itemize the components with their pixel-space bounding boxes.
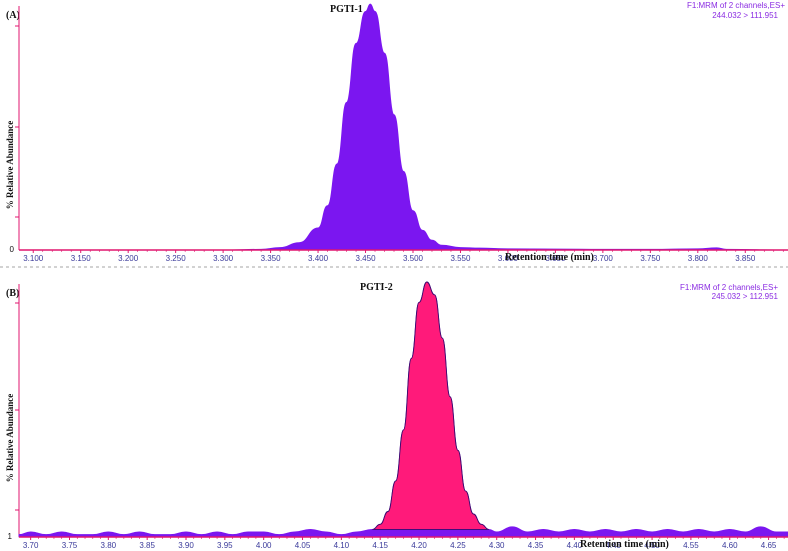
x-tick-label: 4.40 [567, 541, 583, 550]
x-tick-label: 4.30 [489, 541, 505, 550]
x-tick-label: 4.00 [256, 541, 272, 550]
x-tick-label: 3.450 [356, 254, 377, 263]
x-tick-label: 3.400 [308, 254, 329, 263]
x-tick-label: 3.700 [593, 254, 614, 263]
x-tick-label: 3.95 [217, 541, 233, 550]
x-tick-label: 4.35 [528, 541, 544, 550]
panel-b-info-line1: F1:MRM of 2 channels,ES+ [680, 283, 778, 292]
x-tick-label: 3.650 [545, 254, 566, 263]
panel-a-peak-label: PGTI-1 [330, 4, 363, 15]
x-tick-label: 4.60 [722, 541, 738, 550]
x-tick-label: 3.800 [688, 254, 709, 263]
x-tick-label: 4.45 [605, 541, 621, 550]
x-tick-label: 3.150 [71, 254, 92, 263]
x-tick-label: 3.750 [640, 254, 661, 263]
x-tick-label: 3.70 [23, 541, 39, 550]
x-tick-label: 4.20 [411, 541, 427, 550]
x-tick-label: 3.550 [450, 254, 471, 263]
panel-b-peak-label: PGTI-2 [360, 282, 393, 293]
x-tick-label: 4.15 [372, 541, 388, 550]
x-tick-label: 3.200 [118, 254, 139, 263]
x-tick-label: 4.05 [295, 541, 311, 550]
panel-b-y-axis-title: % Relative Abundance [5, 394, 15, 483]
x-tick-label: 3.85 [139, 541, 155, 550]
panel-b-peak [372, 281, 489, 530]
x-tick-label: 3.500 [403, 254, 424, 263]
panel-a-label: (A) [6, 10, 20, 21]
panel-b-label: (B) [6, 288, 19, 299]
x-tick-label: 3.75 [62, 541, 78, 550]
panel-b-x-axis-title: Retention time (min) [580, 539, 669, 550]
x-tick-label: 4.25 [450, 541, 466, 550]
panel-a-y-axis-title: % Relative Abundance [5, 121, 15, 210]
panel-a-info-line2: 244.032 > 111.951 [712, 11, 778, 20]
x-tick-label: 4.65 [761, 541, 777, 550]
x-tick-label: 3.250 [166, 254, 187, 263]
panel-b-info-line2: 245.032 > 112.951 [712, 292, 779, 301]
panel-a-x-axis-title: Retention time (min) [505, 252, 594, 263]
x-tick-label: 3.80 [101, 541, 117, 550]
panel-a-y-min-label: 0 [10, 245, 15, 254]
panel-b: (B) PGTI-2 F1:MRM of 2 channels,ES+ 245.… [5, 281, 788, 550]
panel-a-trace [18, 3, 788, 251]
x-tick-label: 4.10 [334, 541, 350, 550]
x-tick-label: 3.850 [735, 254, 756, 263]
x-tick-label: 4.50 [644, 541, 660, 550]
panel-b-y-min-label: 1 [8, 532, 13, 541]
x-tick-label: 3.100 [23, 254, 44, 263]
x-tick-label: 3.300 [213, 254, 234, 263]
x-tick-label: 3.350 [261, 254, 282, 263]
x-tick-label: 3.90 [178, 541, 194, 550]
x-tick-label: 3.600 [498, 254, 519, 263]
panel-a-info-line1: F1:MRM of 2 channels,ES+ [687, 1, 785, 10]
x-tick-label: 4.55 [683, 541, 699, 550]
panel-a: (A) PGTI-1 F1:MRM of 2 channels,ES+ 244.… [5, 1, 788, 263]
